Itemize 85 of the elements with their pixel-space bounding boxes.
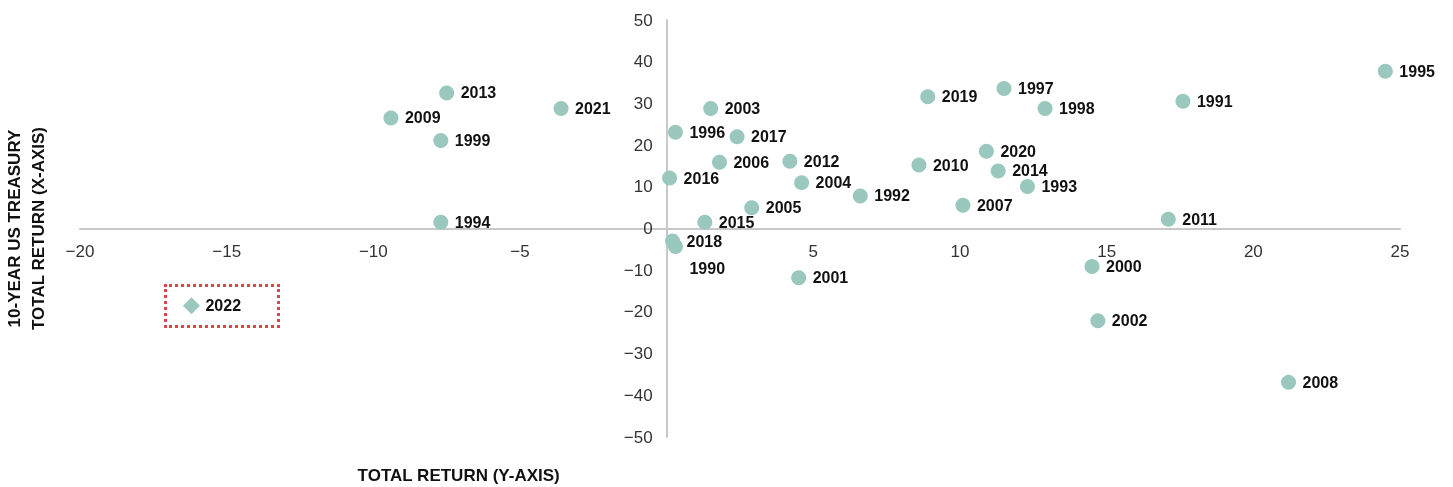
- annotation: 1991: [1196, 92, 1233, 110]
- annotation: 2002: [1111, 312, 1148, 330]
- annotation: 1990: [689, 259, 726, 277]
- annotation: 2012: [803, 152, 840, 170]
- annotation: 2004: [815, 174, 852, 192]
- y-tick-label: −20: [623, 302, 653, 322]
- point: [433, 214, 449, 230]
- y-tick-label: 30: [633, 93, 653, 113]
- annotation: 2009: [404, 109, 441, 127]
- point: [703, 100, 719, 116]
- point: [744, 200, 760, 216]
- annotation: 1994: [454, 213, 491, 231]
- point: [667, 238, 683, 254]
- point: [697, 214, 713, 230]
- point: [439, 85, 455, 101]
- point: [911, 157, 927, 173]
- point: [794, 175, 810, 191]
- point: [182, 297, 200, 315]
- y-tick-label: 40: [633, 52, 653, 72]
- x-tick-label: −5: [510, 241, 530, 261]
- point: [920, 89, 936, 105]
- point: [955, 197, 971, 213]
- x-tick-label: 5: [808, 241, 819, 261]
- x-tick-label: 20: [1243, 241, 1263, 261]
- x-tick-label: 10: [950, 241, 970, 261]
- point: [1037, 100, 1053, 116]
- x-tick-label: −20: [65, 241, 95, 261]
- point: [1084, 258, 1100, 274]
- annotation: 2003: [724, 99, 761, 117]
- point: [1175, 93, 1191, 109]
- annotation: 2010: [932, 156, 969, 174]
- annotation: 2018: [686, 232, 723, 250]
- point: [1377, 63, 1393, 79]
- annotation: 2021: [575, 99, 611, 117]
- annotation: 2020: [1000, 142, 1037, 160]
- annotation: 1997: [1018, 79, 1054, 97]
- y-tick-label: −50: [623, 427, 653, 447]
- point: [996, 80, 1012, 96]
- annotation: 1996: [689, 123, 726, 141]
- annotation: 2019: [941, 88, 978, 106]
- point: [1160, 211, 1176, 227]
- y-tick-label: −40: [623, 385, 653, 405]
- point: [978, 143, 994, 159]
- annotation: 2014: [1012, 162, 1048, 180]
- point: [791, 270, 807, 286]
- point: [990, 163, 1006, 179]
- point: [782, 153, 798, 169]
- x-tick-label: −15: [212, 241, 242, 261]
- annotation: 2008: [1302, 373, 1339, 391]
- annotation: 2016: [683, 169, 720, 187]
- annotation: 2017: [751, 128, 787, 146]
- point: [852, 188, 868, 204]
- annotation: 1993: [1041, 177, 1078, 195]
- y-tick-label: 0: [643, 219, 653, 238]
- x-tick-label: −10: [358, 241, 388, 261]
- annotation: 1992: [874, 187, 910, 205]
- annotation: 2013: [460, 84, 497, 102]
- y-tick-label: 20: [633, 135, 653, 155]
- annotation: 1999: [454, 132, 491, 150]
- annotation: 1998: [1059, 99, 1095, 117]
- annotation: 2005: [765, 199, 802, 217]
- y-tick-label: 10: [633, 177, 653, 197]
- annotation: 2001: [812, 269, 849, 287]
- point: [1019, 178, 1035, 194]
- point: [667, 124, 683, 140]
- y-axis-title: 10-YEAR US TREASURY TOTAL RETURN (X-AXIS): [4, 126, 48, 331]
- annotation: 2015: [718, 213, 755, 231]
- annotation: 1995: [1399, 62, 1436, 80]
- annotation: 2011: [1182, 210, 1218, 228]
- y-tick-label: 50: [633, 10, 653, 30]
- annotation: 2022: [205, 297, 242, 315]
- y-tick-label: −10: [623, 260, 653, 280]
- point: [1090, 313, 1106, 329]
- point: [383, 110, 399, 126]
- point: [1281, 374, 1297, 390]
- x-axis-title: TOTAL RETURN (Y-AXIS): [357, 465, 560, 485]
- point: [553, 100, 569, 116]
- point: [433, 133, 449, 149]
- annotation: 2006: [733, 153, 770, 171]
- point: [729, 129, 745, 145]
- x-tick-label: 25: [1390, 241, 1410, 261]
- y-tick-label: −30: [623, 344, 653, 364]
- point: [711, 154, 727, 170]
- annotation: 2007: [976, 196, 1013, 214]
- point: [662, 170, 678, 186]
